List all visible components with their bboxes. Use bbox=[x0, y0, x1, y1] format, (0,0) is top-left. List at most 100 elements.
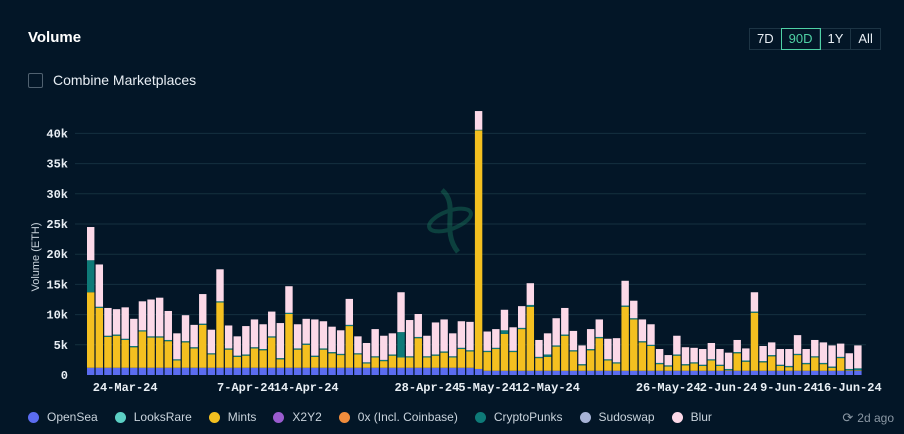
bar-stack[interactable] bbox=[414, 313, 422, 375]
bar-stack[interactable] bbox=[724, 352, 733, 375]
bar-stack[interactable] bbox=[87, 227, 95, 375]
bar-stack[interactable] bbox=[285, 286, 293, 375]
bar-stack[interactable] bbox=[845, 353, 853, 375]
bar-stack[interactable] bbox=[828, 345, 836, 375]
legend-item-cryptopunks[interactable]: CryptoPunks bbox=[474, 410, 563, 424]
bar-stack[interactable] bbox=[518, 306, 526, 375]
bar-stack[interactable] bbox=[492, 329, 500, 375]
bar-stack[interactable] bbox=[569, 330, 578, 375]
bar-stack[interactable] bbox=[242, 326, 250, 375]
bar-stack[interactable] bbox=[276, 323, 285, 375]
bar-stack[interactable] bbox=[293, 324, 302, 375]
bar-stack[interactable] bbox=[707, 342, 716, 375]
legend-item-mints[interactable]: Mints bbox=[208, 410, 256, 424]
bar-stack[interactable] bbox=[621, 280, 629, 375]
bar-stack[interactable] bbox=[699, 349, 707, 375]
bar-stack[interactable] bbox=[561, 307, 569, 375]
bar-stack[interactable] bbox=[328, 326, 336, 375]
bar-stack[interactable] bbox=[819, 342, 828, 375]
bar-stack[interactable] bbox=[742, 348, 750, 375]
bar-stack[interactable] bbox=[336, 330, 345, 375]
range-1y-button[interactable]: 1Y bbox=[820, 29, 852, 49]
range-7d-button[interactable]: 7D bbox=[750, 29, 782, 49]
bar-stack[interactable] bbox=[130, 318, 138, 375]
bar-stack[interactable] bbox=[423, 335, 431, 375]
bar-stack[interactable] bbox=[216, 269, 224, 375]
bar-stack[interactable] bbox=[681, 347, 690, 375]
bar-stack[interactable] bbox=[466, 321, 474, 375]
bar-stack[interactable] bbox=[233, 336, 241, 375]
bar-stack[interactable] bbox=[552, 318, 560, 375]
bar-stack[interactable] bbox=[207, 329, 216, 375]
bar-stack[interactable] bbox=[500, 309, 509, 375]
bar-stack[interactable] bbox=[112, 309, 121, 375]
bar-stack[interactable] bbox=[802, 349, 810, 375]
bar-stack[interactable] bbox=[543, 333, 552, 375]
bar-stack[interactable] bbox=[604, 338, 612, 375]
legend-item-blur[interactable]: Blur bbox=[671, 410, 712, 424]
legend-item-opensea[interactable]: OpenSea bbox=[28, 410, 98, 424]
bar-stack[interactable] bbox=[759, 346, 767, 375]
bar-stack[interactable] bbox=[586, 329, 595, 375]
bar-stack[interactable] bbox=[836, 343, 845, 375]
bar-stack[interactable] bbox=[535, 339, 543, 375]
bar-stack[interactable] bbox=[440, 319, 448, 375]
range-all-button[interactable]: All bbox=[858, 31, 873, 46]
bar-stack[interactable] bbox=[673, 335, 681, 375]
bar-stack[interactable] bbox=[483, 331, 491, 375]
bar-stack[interactable] bbox=[767, 342, 776, 375]
bar-stack[interactable] bbox=[181, 315, 190, 375]
bar-stack[interactable] bbox=[733, 339, 741, 375]
legend-item-sudoswap[interactable]: Sudoswap bbox=[579, 410, 655, 424]
bar-stack[interactable] bbox=[431, 322, 440, 375]
bar-stack[interactable] bbox=[95, 264, 104, 375]
bar-stack[interactable] bbox=[302, 318, 310, 375]
bar-stack[interactable] bbox=[147, 299, 155, 376]
bar-stack[interactable] bbox=[104, 307, 112, 375]
bar-stack[interactable] bbox=[457, 321, 466, 375]
bar-stack[interactable] bbox=[190, 324, 198, 375]
bar-stack[interactable] bbox=[638, 319, 647, 375]
bar-stack[interactable] bbox=[121, 307, 129, 375]
bar-stack[interactable] bbox=[647, 324, 655, 375]
legend-item-looksrare[interactable]: LooksRare bbox=[114, 410, 192, 424]
bar-stack[interactable] bbox=[155, 297, 164, 375]
bar-stack[interactable] bbox=[311, 319, 319, 375]
bar-stack[interactable] bbox=[268, 311, 276, 375]
bar-stack[interactable] bbox=[854, 345, 862, 375]
bar-stack[interactable] bbox=[259, 324, 267, 375]
bar-stack[interactable] bbox=[362, 342, 371, 375]
bar-stack[interactable] bbox=[785, 349, 793, 375]
bar-stack[interactable] bbox=[630, 300, 638, 375]
bar-stack[interactable] bbox=[164, 310, 172, 375]
bar-stack[interactable] bbox=[319, 321, 328, 375]
bar-stack[interactable] bbox=[750, 292, 759, 375]
bar-stack[interactable] bbox=[173, 333, 181, 375]
bar-stack[interactable] bbox=[138, 301, 147, 375]
bar-stack[interactable] bbox=[388, 333, 397, 375]
bar-stack[interactable] bbox=[345, 298, 353, 375]
bar-stack[interactable] bbox=[397, 292, 405, 375]
bar-stack[interactable] bbox=[449, 333, 457, 375]
bar-stack[interactable] bbox=[776, 349, 784, 375]
bar-stack[interactable] bbox=[811, 339, 819, 375]
legend-item-x2y2[interactable]: X2Y2 bbox=[273, 410, 322, 424]
legend-item-0x-incl-coinbase[interactable]: 0x (Incl. Coinbase) bbox=[338, 410, 458, 424]
bar-stack[interactable] bbox=[664, 355, 672, 375]
bar-stack[interactable] bbox=[509, 327, 517, 375]
bar-stack[interactable] bbox=[250, 319, 259, 375]
bar-stack[interactable] bbox=[405, 320, 414, 375]
bar-stack[interactable] bbox=[716, 349, 724, 375]
bar-stack[interactable] bbox=[595, 319, 603, 375]
range-90d-button[interactable]: 90D bbox=[780, 28, 822, 50]
combine-marketplaces-checkbox[interactable]: Combine Marketplaces bbox=[28, 72, 196, 88]
bar-stack[interactable] bbox=[354, 336, 362, 375]
bar-stack[interactable] bbox=[793, 335, 802, 375]
bar-stack[interactable] bbox=[474, 111, 483, 375]
bar-stack[interactable] bbox=[380, 335, 388, 375]
bar-stack[interactable] bbox=[526, 283, 535, 375]
bar-stack[interactable] bbox=[224, 325, 233, 375]
bar-stack[interactable] bbox=[690, 347, 698, 375]
bar-stack[interactable] bbox=[199, 294, 207, 375]
checkbox-box[interactable] bbox=[28, 72, 43, 88]
